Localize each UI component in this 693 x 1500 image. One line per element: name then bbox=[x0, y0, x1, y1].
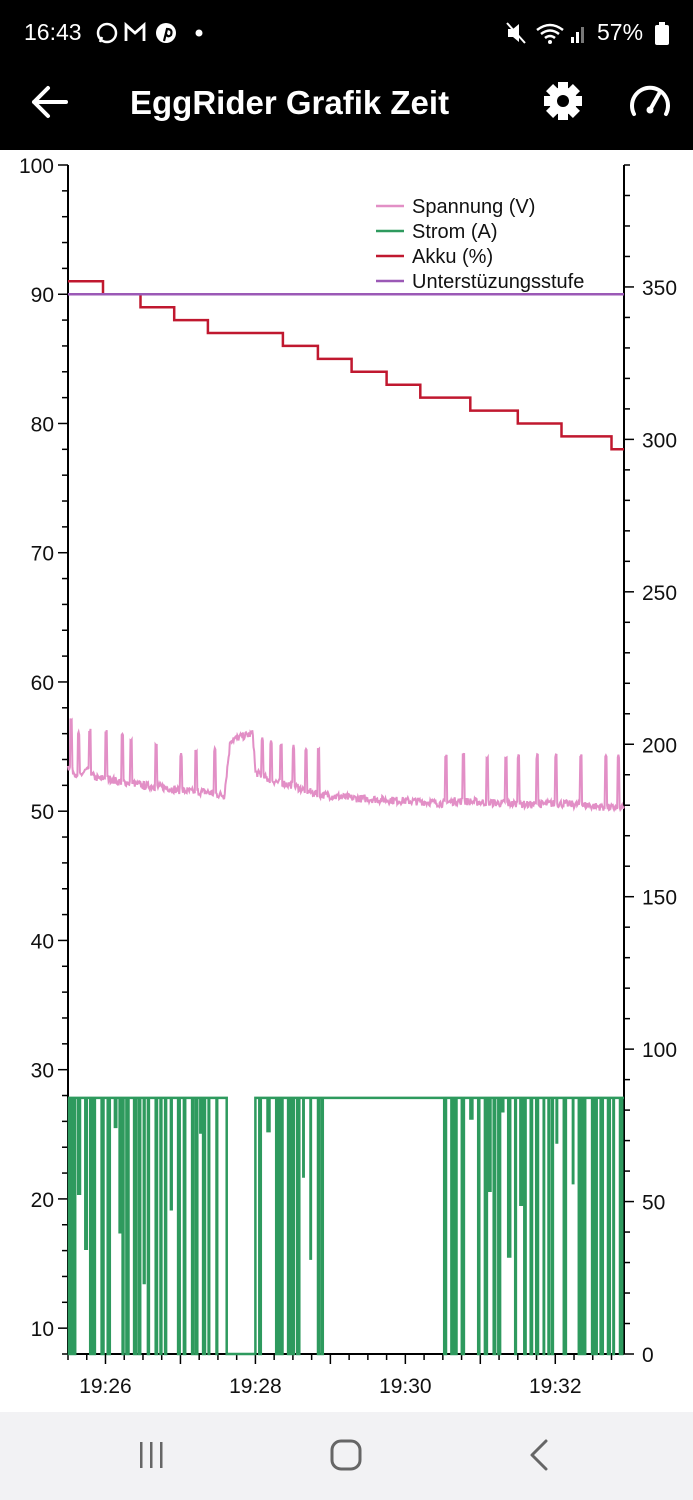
x-tick-label: 19:28 bbox=[229, 1375, 282, 1398]
chart-area: 10 20 30 40 50 60 70 80 90 100 0 50 100 150 200 250 300 3… bbox=[0, 150, 693, 1412]
x-tick-label: 19:32 bbox=[529, 1375, 582, 1398]
x-tick-label: 19:26 bbox=[79, 1375, 132, 1398]
chart-svg: 10 20 30 40 50 60 70 80 90 100 0 50 100 150 200 250 300 3… bbox=[19, 155, 677, 1398]
legend-label: Unterstüzungsstufe bbox=[412, 271, 584, 293]
y-right-tick-label: 0 bbox=[642, 1344, 654, 1367]
y-right-tick-label: 150 bbox=[642, 887, 677, 910]
legend-label: Akku (%) bbox=[412, 246, 493, 268]
mute-icon bbox=[506, 22, 526, 44]
signal-icon bbox=[571, 27, 584, 43]
legend: Spannung (V) Strom (A) Akku (%) Unterstüzun… bbox=[376, 196, 584, 293]
y-right-tick-label: 250 bbox=[642, 582, 677, 605]
notification-dot bbox=[195, 29, 203, 37]
series-layer bbox=[67, 280, 625, 1356]
legend-label: Strom (A) bbox=[412, 221, 498, 243]
y-right-tick-label: 300 bbox=[642, 429, 677, 452]
status-bar: 16:43 57% bbox=[0, 0, 693, 66]
back-icon[interactable] bbox=[526, 1438, 554, 1472]
y-right-tick-label: 200 bbox=[642, 734, 677, 757]
app-bar: EggRider Grafik Zeit bbox=[0, 66, 693, 150]
home-icon[interactable] bbox=[329, 1438, 363, 1472]
status-left-icons bbox=[96, 21, 203, 44]
wifi-icon bbox=[536, 23, 564, 44]
series-akku-line bbox=[68, 280, 624, 451]
gmail-icon bbox=[124, 21, 146, 41]
whatsapp-icon bbox=[96, 22, 118, 44]
y-left-tick-label: 60 bbox=[31, 672, 54, 695]
gear-icon[interactable] bbox=[542, 80, 584, 122]
y-right-tick-label: 100 bbox=[642, 1039, 677, 1062]
y-left-tick-label: 80 bbox=[31, 413, 54, 436]
y-left-tick-label: 90 bbox=[31, 284, 54, 307]
page-title: EggRider Grafik Zeit bbox=[130, 84, 450, 121]
system-nav-bar bbox=[0, 1412, 693, 1500]
battery-percent: 57% bbox=[597, 19, 644, 45]
pinterest-icon bbox=[156, 23, 176, 43]
x-tick-label: 19:30 bbox=[379, 1375, 432, 1398]
arrow-left-icon[interactable] bbox=[30, 84, 70, 120]
status-right-icons bbox=[506, 22, 584, 44]
y-left-tick-label: 30 bbox=[31, 1060, 54, 1083]
y-right-tick-label: 350 bbox=[642, 277, 677, 300]
y-left-tick-label: 40 bbox=[31, 930, 54, 953]
battery-icon bbox=[655, 22, 669, 45]
series-strom-line bbox=[67, 1096, 624, 1356]
y-left-tick-label: 100 bbox=[19, 155, 54, 178]
y-left-tick-label: 10 bbox=[31, 1318, 54, 1341]
y-left-tick-label: 20 bbox=[31, 1189, 54, 1212]
legend-label: Spannung (V) bbox=[412, 196, 535, 218]
recent-apps-icon[interactable] bbox=[136, 1440, 168, 1472]
status-time: 16:43 bbox=[24, 19, 82, 45]
series-spannung-line bbox=[67, 717, 625, 813]
speedometer-icon[interactable] bbox=[628, 80, 672, 124]
y-left-tick-label: 50 bbox=[31, 801, 54, 824]
y-left-tick-label: 70 bbox=[31, 543, 54, 566]
y-right-tick-label: 50 bbox=[642, 1192, 665, 1215]
